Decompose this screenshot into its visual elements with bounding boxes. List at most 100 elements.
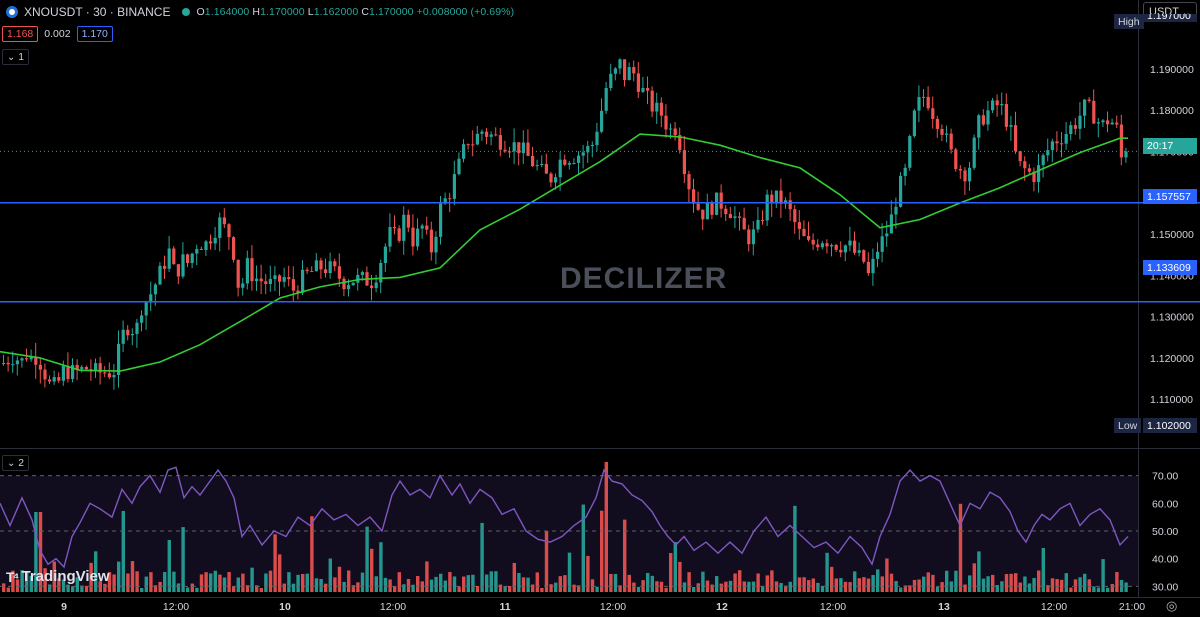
candle-body: [6, 362, 10, 365]
volume-bar: [218, 574, 222, 592]
volume-bar: [968, 575, 972, 592]
candle-body: [241, 283, 245, 288]
volume-bar: [57, 578, 61, 592]
volume-bar: [733, 573, 737, 592]
candle-body: [885, 233, 889, 237]
candle-body: [503, 149, 507, 152]
volume-bar: [673, 542, 677, 592]
candle-body: [347, 285, 351, 290]
volume-bar: [802, 577, 806, 592]
volume-bar: [278, 554, 282, 592]
candle-body: [728, 214, 732, 218]
candle-body: [374, 282, 378, 289]
candle-body: [687, 174, 691, 190]
candle-body: [830, 244, 834, 247]
volume-bar: [604, 462, 608, 592]
candle-body: [1087, 99, 1091, 101]
candle-body: [282, 277, 286, 282]
candle-body: [273, 275, 277, 279]
volume-bar: [572, 584, 576, 592]
candle-body: [314, 260, 318, 272]
tradingview-logo[interactable]: T⁴ TradingView: [6, 568, 110, 585]
line-tag-1[interactable]: 1.157557: [1143, 189, 1197, 204]
candle-body: [922, 96, 926, 98]
volume-bar: [926, 572, 930, 592]
volume-bar: [1050, 578, 1055, 592]
volume-bar: [885, 558, 889, 592]
candle-body: [52, 377, 56, 382]
volume-bar: [1032, 577, 1036, 592]
volume-bar: [190, 583, 194, 592]
volume-bar: [117, 561, 121, 592]
candle-body: [296, 290, 300, 293]
volume-bar: [922, 576, 926, 592]
volume-bar: [857, 578, 861, 592]
chevron-down-icon[interactable]: ⌄: [7, 457, 16, 469]
candle-body: [71, 365, 75, 380]
volume-bar: [701, 571, 705, 592]
pane-2-legend[interactable]: ⌄ 2: [2, 455, 29, 471]
volume-bar: [931, 574, 935, 592]
line-tag-2[interactable]: 1.133609: [1143, 260, 1197, 275]
volume-bar: [232, 586, 236, 592]
chevron-down-icon[interactable]: ⌄: [7, 51, 16, 63]
spread-value: 0.002: [44, 28, 71, 40]
sell-button[interactable]: 1.168: [2, 26, 39, 42]
candle-body: [825, 243, 829, 247]
volume-bar: [1055, 579, 1059, 592]
volume-bar: [126, 573, 130, 592]
volume-bar: [687, 572, 691, 592]
volume-bar: [963, 584, 967, 592]
close-label: C: [361, 6, 370, 18]
candle-body: [600, 110, 604, 132]
symbol-title[interactable]: XNOUSDT · 30 · BINANCE: [24, 5, 171, 19]
countdown-tag: 20:17: [1143, 138, 1197, 154]
volume-bar: [609, 573, 613, 592]
rsi-tick-label: 30.00: [1152, 581, 1178, 593]
candle-body: [627, 67, 631, 81]
candle-body: [646, 88, 650, 91]
candle-body: [977, 115, 981, 138]
candle-body: [701, 209, 705, 220]
candle-body: [103, 372, 107, 374]
volume-bar: [1110, 584, 1114, 592]
buy-button[interactable]: 1.170: [76, 26, 113, 42]
volume-bar: [241, 573, 245, 592]
volume-bar: [84, 585, 89, 592]
candle-body: [305, 269, 309, 272]
low-tag-value: 1.102000: [1143, 418, 1197, 433]
volume-bar: [1101, 559, 1105, 592]
candle-body: [38, 364, 42, 370]
candle-body: [245, 258, 249, 284]
volume-bar: [793, 505, 797, 592]
candle-body: [848, 240, 852, 246]
volume-bar: [268, 570, 273, 592]
high-value: 1.170000: [260, 6, 305, 18]
time-tick-label: 12:00: [380, 601, 406, 613]
candle-body: [839, 249, 843, 253]
volume-bar: [103, 583, 107, 592]
volume-bar: [876, 569, 880, 592]
pane-1-legend[interactable]: ⌄ 1: [2, 49, 29, 65]
candle-body: [1055, 141, 1059, 144]
tradingview-mark-icon: T⁴: [6, 568, 20, 585]
candle-body: [310, 271, 314, 273]
volume-bar: [94, 551, 98, 592]
volume-bar: [296, 574, 300, 592]
price-tick-label: 1.120000: [1150, 353, 1194, 365]
candle-body: [29, 356, 33, 360]
candle-body: [186, 254, 190, 264]
candle-body: [991, 100, 995, 111]
volume-bar: [328, 558, 332, 592]
volume-bar: [544, 530, 549, 592]
candle-body: [1000, 104, 1004, 106]
candle-body: [218, 217, 222, 238]
candle-body: [1119, 124, 1123, 158]
tradingview-text: TradingView: [21, 568, 110, 585]
volume-bar: [521, 577, 526, 592]
volume-bar: [475, 585, 480, 592]
settings-icon[interactable]: ◎: [1166, 598, 1178, 613]
volume-bar: [954, 570, 958, 592]
close-value: 1.170000: [369, 6, 414, 18]
